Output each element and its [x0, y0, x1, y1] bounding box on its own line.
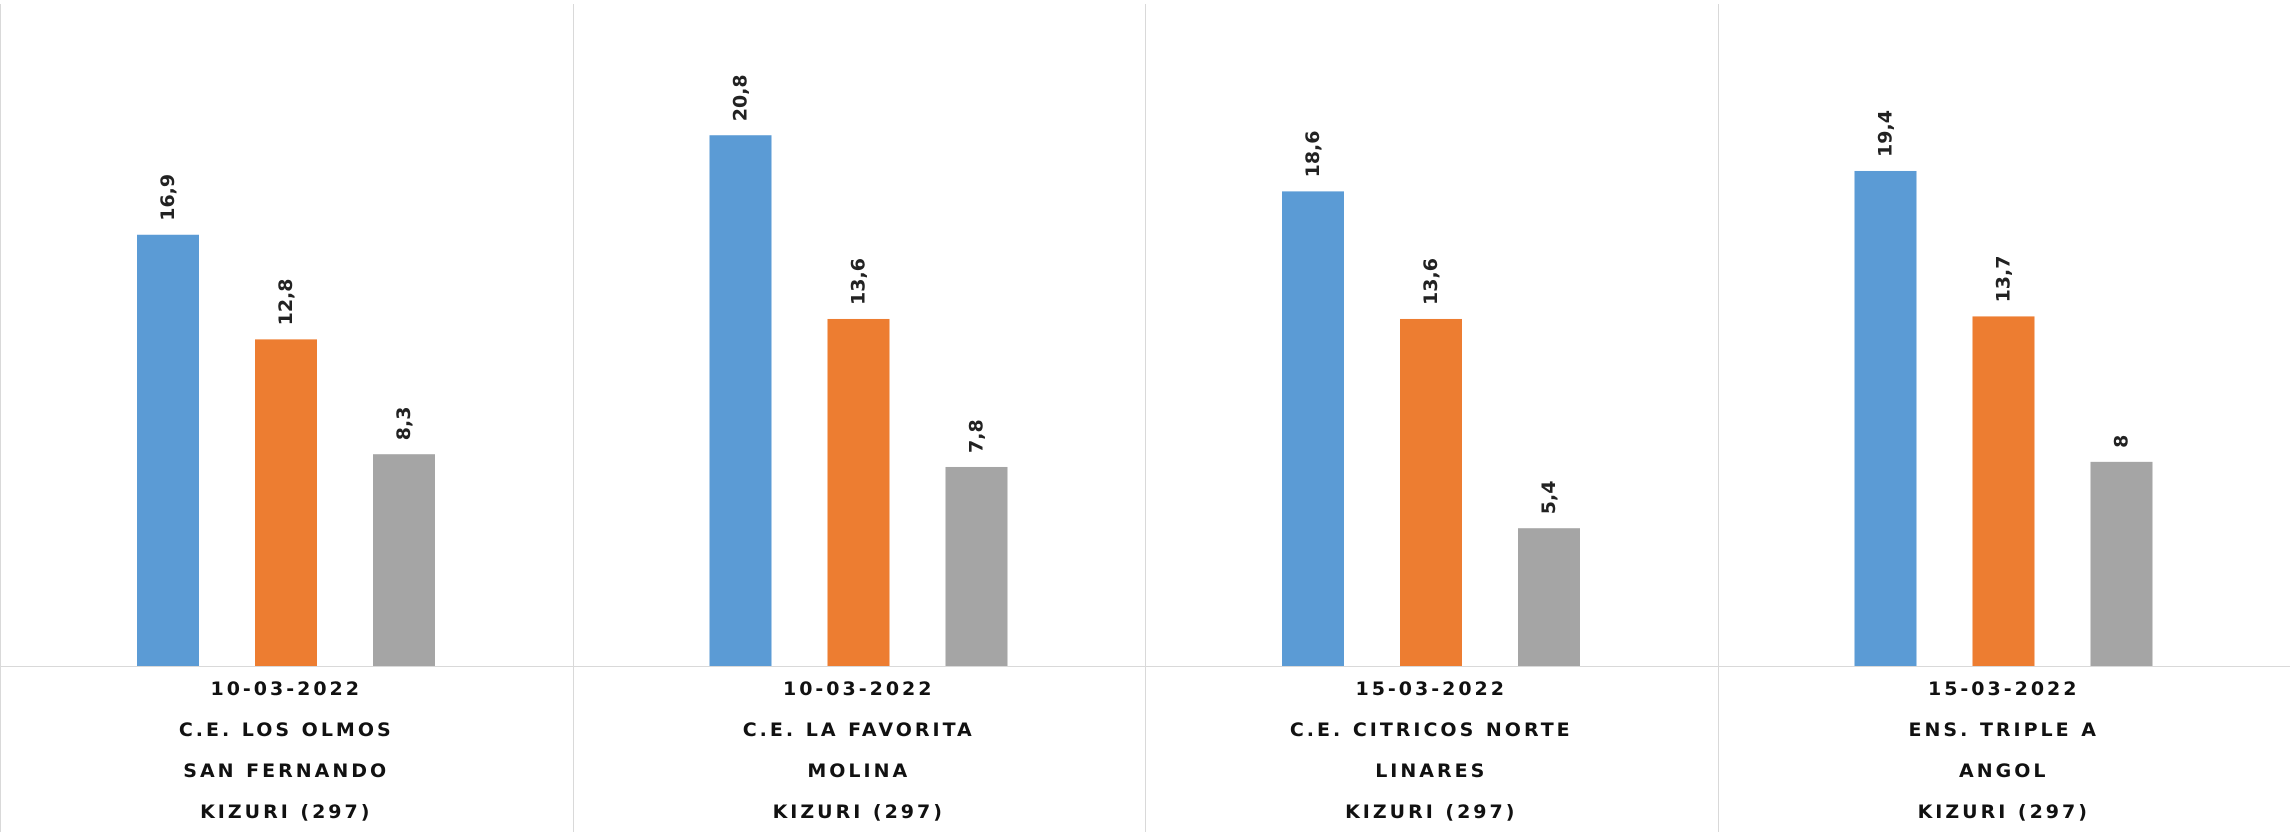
category-label: KIZURI (297) — [200, 801, 372, 823]
bar — [255, 339, 317, 666]
bar — [137, 234, 199, 667]
data-label: 5,4 — [1538, 481, 1560, 515]
data-label: 12,8 — [275, 278, 297, 325]
category-label: KIZURI (297) — [1918, 801, 2090, 823]
category-label: 15-03-2022 — [1355, 678, 1507, 700]
bar — [827, 318, 890, 666]
category-label: ENS. TRIPLE A — [1909, 719, 2099, 741]
data-label: 13,6 — [1420, 258, 1442, 305]
data-label: 16,9 — [157, 174, 179, 221]
bar — [709, 135, 772, 666]
data-label: 13,7 — [1993, 256, 2015, 303]
bar — [2090, 461, 2153, 666]
category-label: LINARES — [1375, 760, 1487, 782]
data-label: 8 — [2111, 435, 2133, 448]
category-label: ANGOL — [1959, 760, 2048, 782]
bar — [373, 454, 435, 666]
bar — [1400, 318, 1462, 666]
bar — [1854, 170, 1917, 666]
bar — [945, 466, 1008, 666]
data-label: 8,3 — [393, 407, 415, 441]
bar — [1282, 191, 1344, 666]
category-label: C.E. LA FAVORITA — [743, 719, 975, 741]
data-label: 13,6 — [848, 258, 870, 305]
category-label: 10-03-2022 — [783, 678, 935, 700]
data-label: 7,8 — [966, 419, 988, 453]
bar — [1972, 316, 2035, 666]
category-label: MOLINA — [807, 760, 910, 782]
category-label: C.E. LOS OLMOS — [179, 719, 394, 741]
category-label: SAN FERNANDO — [183, 760, 389, 782]
data-label: 19,4 — [1875, 110, 1897, 157]
data-label: 18,6 — [1302, 130, 1324, 177]
bar — [1518, 528, 1580, 666]
category-label: C.E. CITRICOS NORTE — [1290, 719, 1573, 741]
category-label: 15-03-2022 — [1928, 678, 2080, 700]
category-label: KIZURI (297) — [1345, 801, 1517, 823]
category-label: KIZURI (297) — [773, 801, 945, 823]
data-label: 20,8 — [730, 74, 752, 121]
category-label: 10-03-2022 — [210, 678, 362, 700]
